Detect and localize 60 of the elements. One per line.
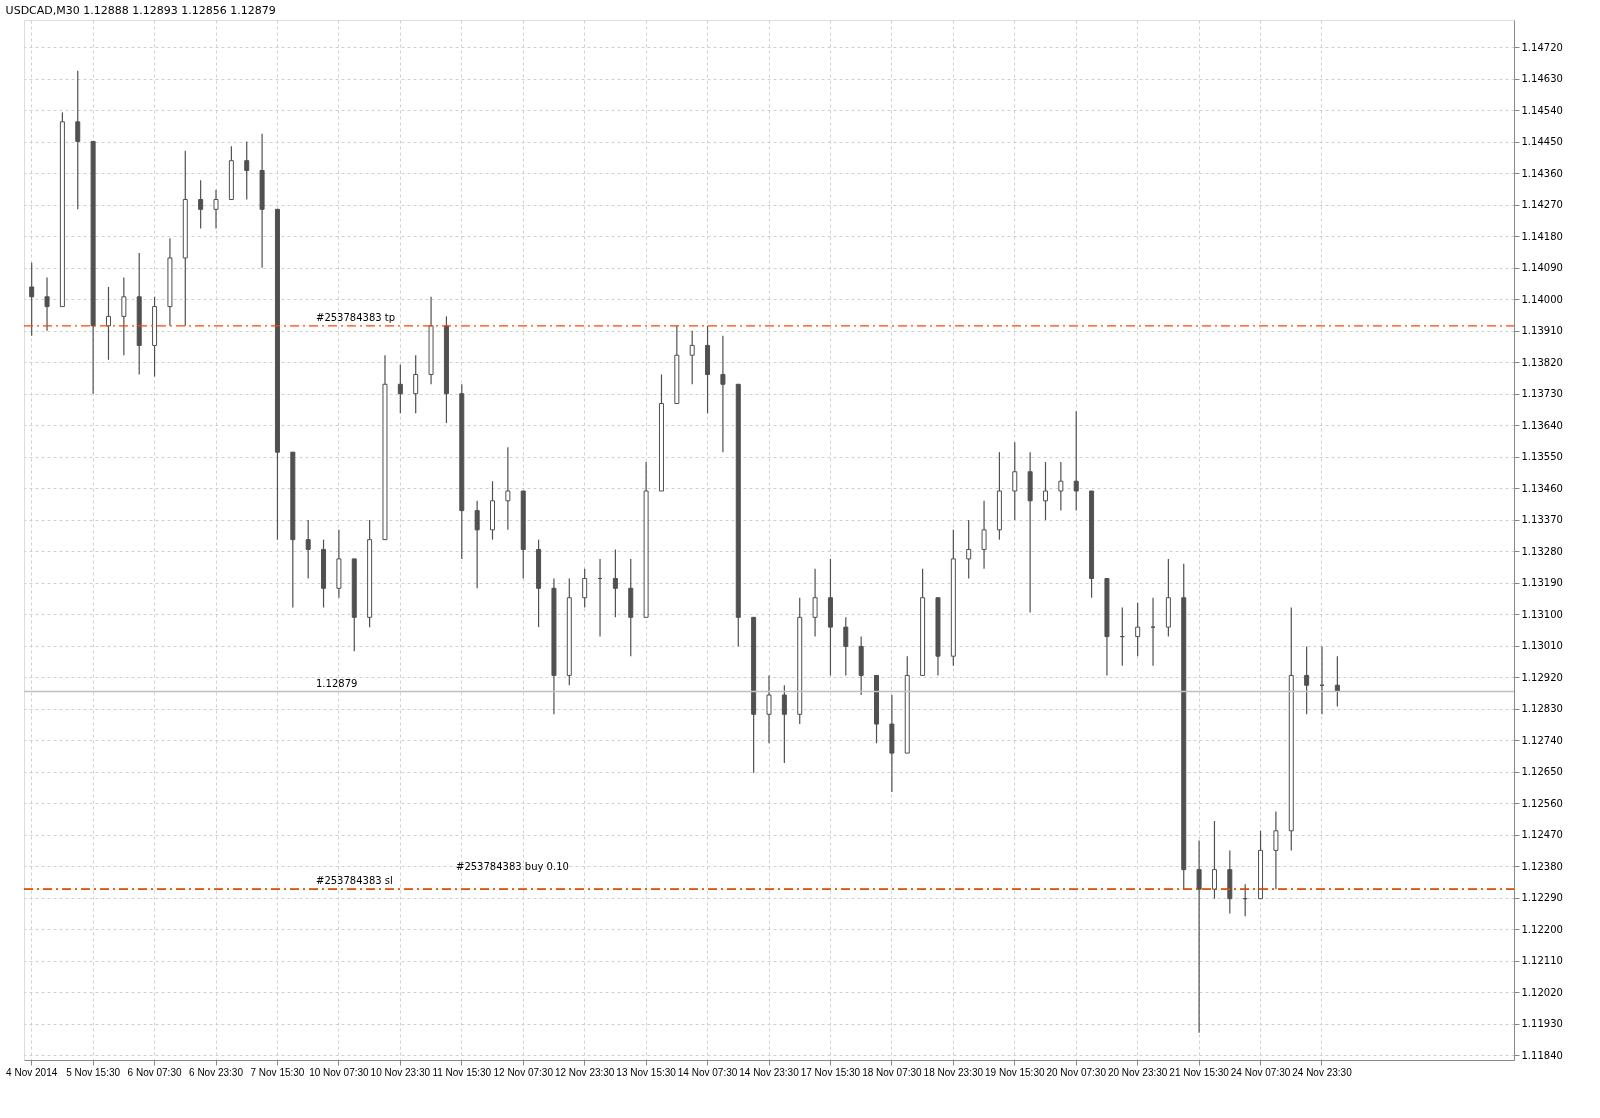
y-tick-label: 1.14720 bbox=[1521, 41, 1563, 53]
y-tick-label: 1.14270 bbox=[1521, 199, 1563, 211]
y-tick-label: 1.12380 bbox=[1521, 860, 1563, 872]
y-tick-label: 1.12830 bbox=[1521, 703, 1563, 715]
y-tick-label: 1.13280 bbox=[1521, 545, 1563, 557]
y-tick-label: 1.13820 bbox=[1521, 356, 1563, 368]
x-tick-label: 17 Nov 15:30 bbox=[800, 1066, 861, 1078]
y-tick-label: 1.12110 bbox=[1521, 955, 1563, 967]
y-tick-label: 1.12740 bbox=[1521, 734, 1563, 746]
x-tick-label: 18 Nov 07:30 bbox=[862, 1066, 923, 1078]
x-tick-label: 12 Nov 23:30 bbox=[554, 1066, 615, 1078]
y-tick-label: 1.14090 bbox=[1521, 262, 1563, 274]
x-tick-label: 19 Nov 15:30 bbox=[985, 1066, 1045, 1078]
x-tick-label: 4 Nov 2014 bbox=[6, 1066, 58, 1078]
y-tick-label: 1.12560 bbox=[1521, 797, 1563, 809]
x-tick-label: 18 Nov 23:30 bbox=[923, 1066, 984, 1078]
y-tick-label: 1.13730 bbox=[1521, 388, 1563, 400]
x-tick-label: 13 Nov 15:30 bbox=[616, 1066, 677, 1078]
x-tick-label: 20 Nov 23:30 bbox=[1107, 1066, 1168, 1078]
y-tick-label: 1.12650 bbox=[1521, 766, 1563, 778]
y-tick-label: 1.12290 bbox=[1521, 892, 1563, 904]
y-tick-label: 1.13550 bbox=[1521, 451, 1563, 463]
ref-line-label: #253784383 sl bbox=[316, 875, 393, 887]
x-tick-label: 6 Nov 07:30 bbox=[127, 1066, 182, 1078]
x-tick-label: 5 Nov 15:30 bbox=[66, 1066, 121, 1078]
x-tick-label: 11 Nov 15:30 bbox=[432, 1066, 492, 1078]
y-tick-label: 1.13190 bbox=[1521, 577, 1563, 589]
x-tick-label: 24 Nov 23:30 bbox=[1292, 1066, 1353, 1078]
y-tick-label: 1.12470 bbox=[1521, 829, 1563, 841]
ref-line-label: #253784383 tp bbox=[316, 311, 396, 323]
y-tick-label: 1.13010 bbox=[1521, 640, 1563, 652]
x-tick-label: 20 Nov 07:30 bbox=[1046, 1066, 1107, 1078]
ref-line-label: #253784383 buy 0.10 bbox=[456, 861, 569, 873]
y-tick-label: 1.13460 bbox=[1521, 482, 1563, 494]
y-tick-label: 1.14360 bbox=[1521, 167, 1563, 179]
x-tick-label: 24 Nov 07:30 bbox=[1230, 1066, 1291, 1078]
y-tick-label: 1.14450 bbox=[1521, 136, 1563, 148]
y-tick-label: 1.11930 bbox=[1521, 1018, 1563, 1030]
y-tick-label: 1.14540 bbox=[1521, 104, 1563, 116]
x-tick-label: 6 Nov 23:30 bbox=[189, 1066, 244, 1078]
x-tick-label: 12 Nov 07:30 bbox=[493, 1066, 554, 1078]
y-tick-label: 1.11840 bbox=[1521, 1049, 1563, 1061]
y-tick-label: 1.12200 bbox=[1521, 923, 1563, 935]
y-tick-label: 1.13640 bbox=[1521, 419, 1563, 431]
y-tick-label: 1.12920 bbox=[1521, 671, 1563, 683]
y-tick-label: 1.13370 bbox=[1521, 514, 1563, 526]
y-tick-label: 1.14180 bbox=[1521, 230, 1563, 242]
y-tick-label: 1.12020 bbox=[1521, 986, 1563, 998]
x-tick-label: 7 Nov 15:30 bbox=[250, 1066, 305, 1078]
ref-line-label: 1.12879 bbox=[316, 677, 358, 689]
x-tick-label: 21 Nov 15:30 bbox=[1169, 1066, 1230, 1078]
y-tick-label: 1.14000 bbox=[1521, 293, 1563, 305]
y-tick-label: 1.13100 bbox=[1521, 608, 1563, 620]
chart-title: USDCAD,M30 1.12888 1.12893 1.12856 1.12879 bbox=[5, 4, 276, 17]
y-tick-label: 1.13910 bbox=[1521, 325, 1563, 337]
x-tick-label: 10 Nov 07:30 bbox=[309, 1066, 370, 1078]
x-tick-label: 14 Nov 07:30 bbox=[677, 1066, 738, 1078]
y-tick-label: 1.14630 bbox=[1521, 73, 1563, 85]
x-tick-label: 10 Nov 23:30 bbox=[370, 1066, 431, 1078]
x-tick-label: 14 Nov 23:30 bbox=[739, 1066, 800, 1078]
